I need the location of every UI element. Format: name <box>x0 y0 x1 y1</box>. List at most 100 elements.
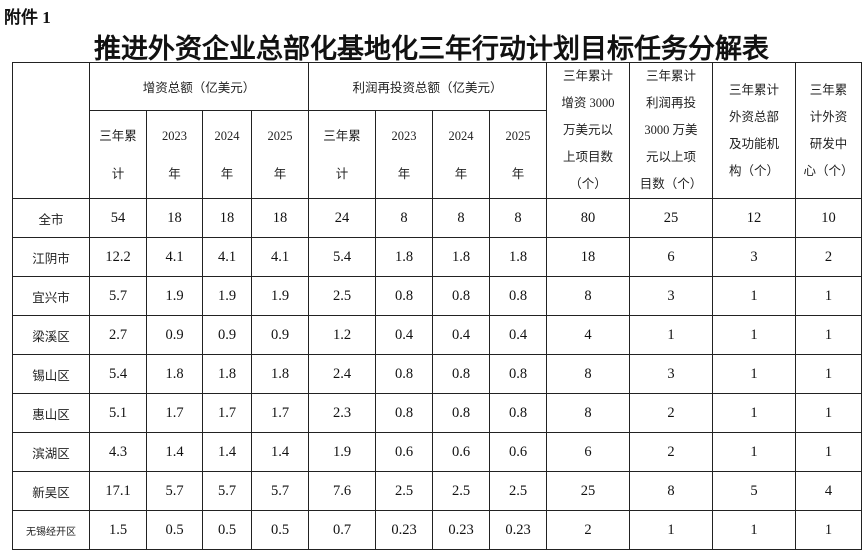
header-line: 增资 3000 <box>561 96 615 110</box>
value-cell: 8 <box>546 393 630 433</box>
value-cell: 1.4 <box>146 432 203 472</box>
value-cell: 0.8 <box>489 276 547 316</box>
header-line: 年 <box>273 166 287 181</box>
value-cell: 24 <box>308 198 376 238</box>
value-cell: 1.9 <box>308 432 376 472</box>
value-cell: 1.2 <box>308 315 376 355</box>
value-cell: 1 <box>712 276 796 316</box>
table-row: 梁溪区 2.7 0.9 0.9 0.9 1.2 0.4 0.4 0.4 4 1 1 1 <box>12 315 862 355</box>
value-cell: 1 <box>795 393 862 433</box>
header-line: 年 <box>511 166 525 181</box>
value-cell: 1 <box>629 315 713 355</box>
value-cell: 0.7 <box>308 510 376 550</box>
value-cell: 3 <box>712 237 796 277</box>
value-cell: 18 <box>146 198 203 238</box>
table-row: 宜兴市 5.7 1.9 1.9 1.9 2.5 0.8 0.8 0.8 8 3 1 1 <box>12 276 862 316</box>
region-cell: 江阴市 <box>12 237 90 277</box>
table-row: 滨湖区 4.3 1.4 1.4 1.4 1.9 0.6 0.6 0.6 6 2 1 1 <box>12 432 862 472</box>
value-cell: 1.5 <box>89 510 147 550</box>
value-cell: 2.7 <box>89 315 147 355</box>
value-cell: 2 <box>629 393 713 433</box>
header-line: 2025 <box>267 128 293 143</box>
table-row: 全市 54 18 18 18 24 8 8 8 80 25 12 10 <box>12 198 862 238</box>
value-cell: 2 <box>546 510 630 550</box>
subheader-cell: 2025 年 <box>489 110 547 199</box>
value-cell: 0.6 <box>432 432 490 472</box>
header-side: 三年累计 外资总部 及功能机 构（个） <box>712 62 796 199</box>
value-cell: 0.8 <box>375 393 433 433</box>
value-cell: 0.4 <box>432 315 490 355</box>
value-cell: 5.1 <box>89 393 147 433</box>
table-row: 惠山区 5.1 1.7 1.7 1.7 2.3 0.8 0.8 0.8 8 2 1 1 <box>12 393 862 433</box>
corner-cell <box>12 62 90 199</box>
value-cell: 1 <box>795 276 862 316</box>
header-line: 元以上项 <box>645 150 696 164</box>
header-line: 三年累 <box>323 128 361 143</box>
header-line: 计 <box>111 166 125 181</box>
value-cell: 0.9 <box>146 315 203 355</box>
value-cell: 18 <box>202 198 252 238</box>
region-cell: 惠山区 <box>12 393 90 433</box>
value-cell: 0.8 <box>489 354 547 394</box>
value-cell: 5.7 <box>89 276 147 316</box>
value-cell: 5.7 <box>251 471 309 511</box>
value-cell: 1.4 <box>251 432 309 472</box>
value-cell: 0.4 <box>489 315 547 355</box>
value-cell: 8 <box>375 198 433 238</box>
header-line: 三年累 <box>809 82 848 97</box>
value-cell: 2 <box>795 237 862 277</box>
value-cell: 1.8 <box>489 237 547 277</box>
value-cell: 1.7 <box>202 393 252 433</box>
value-cell: 1 <box>795 315 862 355</box>
value-cell: 0.8 <box>375 354 433 394</box>
header-line: 年 <box>168 166 181 181</box>
value-cell: 1.9 <box>202 276 252 316</box>
header-line: 外资总部 <box>728 109 779 124</box>
task-breakdown-table: 增资总额（亿美元） 利润再投资总额（亿美元） 三年累计 增资 3000 万美元以 上项… <box>12 61 862 550</box>
value-cell: 25 <box>546 471 630 511</box>
value-cell: 2.5 <box>308 276 376 316</box>
value-cell: 0.8 <box>432 393 490 433</box>
value-cell: 2.5 <box>489 471 547 511</box>
header-line: 心（个） <box>803 163 854 178</box>
value-cell: 4.3 <box>89 432 147 472</box>
value-cell: 4 <box>795 471 862 511</box>
region-cell: 宜兴市 <box>12 276 90 316</box>
subheader-cell: 三年累计 <box>308 110 376 199</box>
value-cell: 5.7 <box>146 471 203 511</box>
value-cell: 8 <box>546 354 630 394</box>
value-cell: 0.8 <box>375 276 433 316</box>
header-line: 三年累计 <box>645 69 696 83</box>
header-line: 计 <box>335 166 349 181</box>
region-cell: 新吴区 <box>12 471 90 511</box>
value-cell: 12.2 <box>89 237 147 277</box>
value-cell: 0.5 <box>202 510 252 550</box>
header-line: 目数（个） <box>639 177 703 191</box>
subheader-cell: 2023 年 <box>146 110 203 199</box>
value-cell: 8 <box>489 198 547 238</box>
value-cell: 8 <box>432 198 490 238</box>
value-cell: 6 <box>629 237 713 277</box>
header-line: 利润再投 <box>645 96 696 110</box>
subheader-cell: 2024 年 <box>432 110 490 199</box>
header-line: 研发中 <box>809 136 848 151</box>
region-cell: 锡山区 <box>12 354 90 394</box>
header-line: 2024 <box>448 128 474 143</box>
header-line: 3000 万美 <box>644 123 698 137</box>
value-cell: 1 <box>795 510 862 550</box>
value-cell: 18 <box>546 237 630 277</box>
value-cell: 4 <box>546 315 630 355</box>
region-cell: 梁溪区 <box>12 315 90 355</box>
header-line: 年 <box>397 166 411 181</box>
value-cell: 1 <box>712 315 796 355</box>
region-cell: 无锡经开区 <box>12 510 90 550</box>
subheader-cell: 2023 年 <box>375 110 433 199</box>
document-title: 推进外资企业总部化基地化三年行动计划目标任务分解表 <box>94 34 769 64</box>
value-cell: 4.1 <box>202 237 252 277</box>
value-cell: 1.8 <box>202 354 252 394</box>
value-cell: 3 <box>629 354 713 394</box>
value-cell: 5.4 <box>308 237 376 277</box>
header-line: 年 <box>220 166 234 181</box>
header-side: 三年累计利润再投 3000 万美 元以上项目数（个） <box>629 62 713 199</box>
value-cell: 0.6 <box>375 432 433 472</box>
